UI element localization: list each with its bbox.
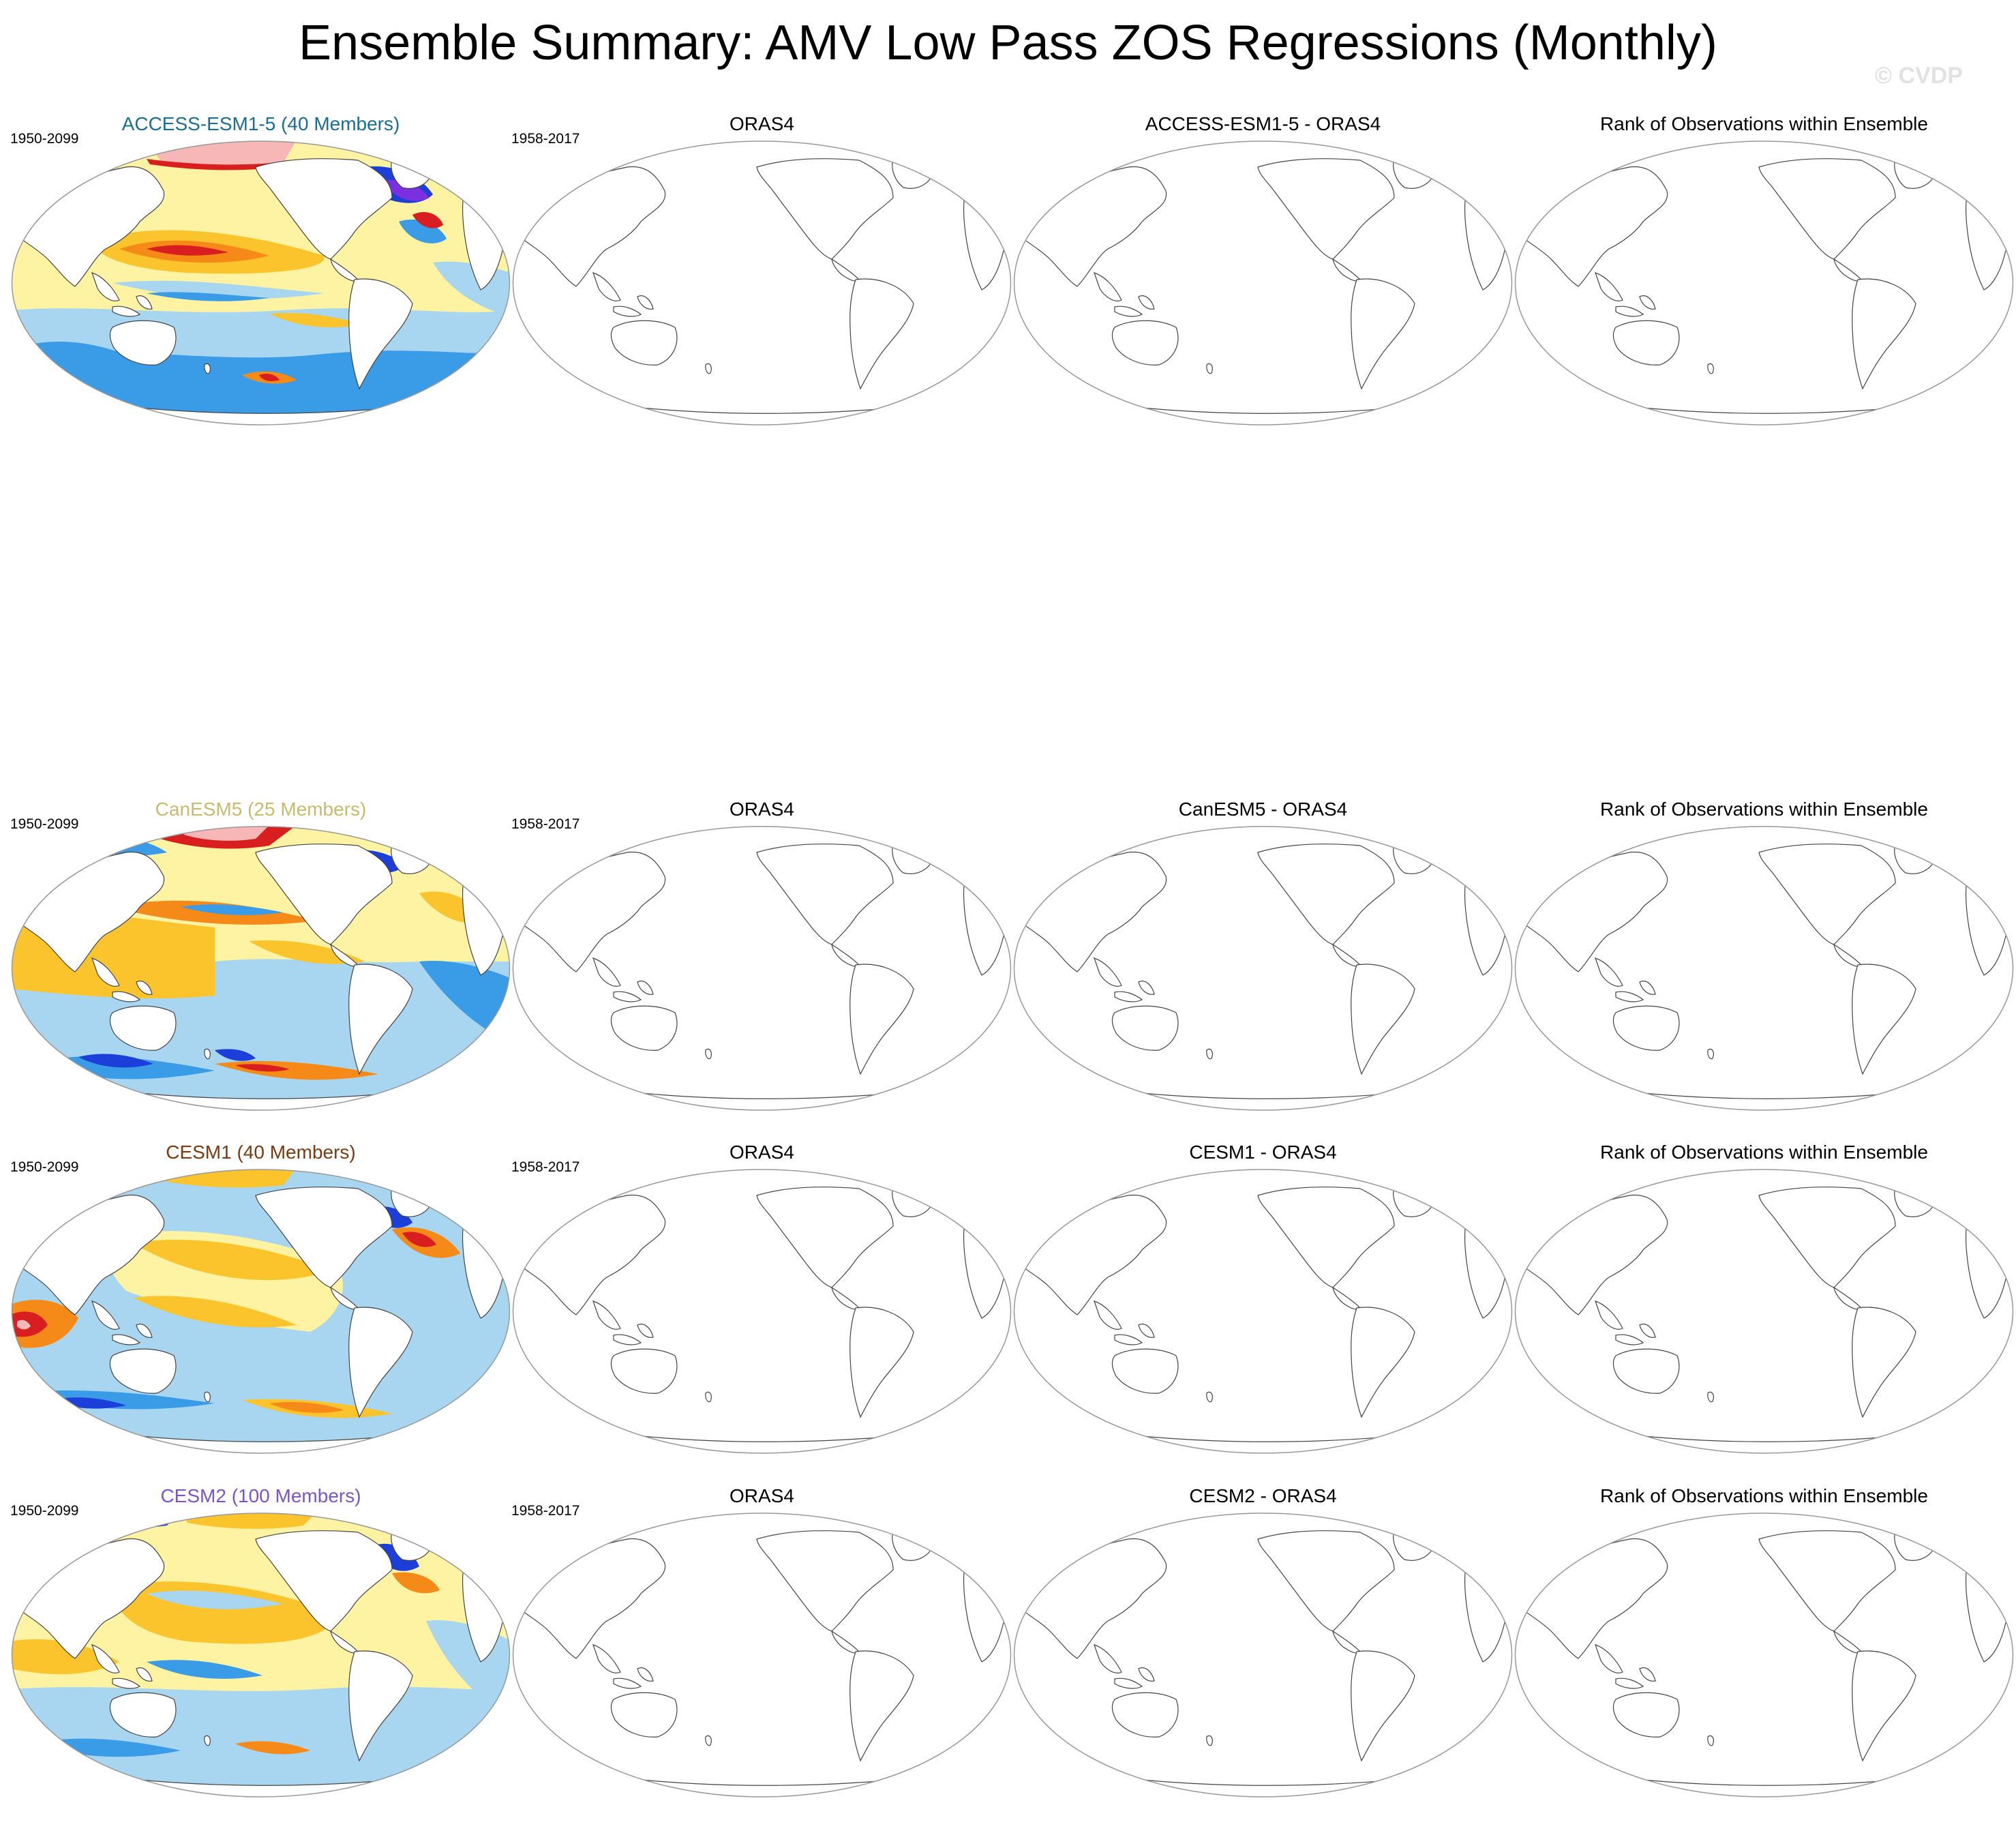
diff-panel-title: ACCESS-ESM1-5 - ORAS4 <box>1145 113 1381 134</box>
model-panel-title: CanESM5 (25 Members) <box>155 799 367 820</box>
obs-panel-row1: ORAS4 1958-2017 <box>511 113 1012 426</box>
rank-panel-row2: Rank of Observations within Ensemble <box>1514 798 2015 1112</box>
diff-panel-row3: CESM1 - ORAS4 <box>1012 1141 1514 1455</box>
obs-map <box>512 826 1012 1111</box>
obs-panel-title: ORAS4 <box>729 1485 794 1506</box>
difference-map <box>1013 140 1513 426</box>
model-panel-title: ACCESS-ESM1-5 (40 Members) <box>121 113 400 134</box>
model-regression-map <box>11 140 511 426</box>
difference-map <box>1013 826 1513 1111</box>
model-panel-row4: CESM2 (100 Members) 1950-2099 <box>10 1485 511 1798</box>
model-period-label: 1950-2099 <box>10 1159 79 1175</box>
model-period-label: 1950-2099 <box>10 816 79 832</box>
obs-period-label: 1958-2017 <box>511 1159 580 1175</box>
cvdp-watermark: © CVDP <box>1875 63 1963 89</box>
model-regression-map <box>11 826 511 1111</box>
rank-panel-title: Rank of Observations within Ensemble <box>1600 113 1928 134</box>
obs-map <box>512 140 1012 426</box>
rank-map <box>1514 140 2014 426</box>
model-panel-row2: CanESM5 (25 Members) 1950-2099 <box>10 798 511 1112</box>
model-regression-map <box>11 1169 511 1454</box>
obs-period-label: 1958-2017 <box>511 816 580 832</box>
diff-panel-row4: CESM2 - ORAS4 <box>1012 1485 1514 1798</box>
diff-panel-title: CESM2 - ORAS4 <box>1189 1485 1337 1506</box>
model-period-label: 1950-2099 <box>10 1503 79 1519</box>
model-panel-row1: ACCESS-ESM1-5 (40 Members) 1950-2099 <box>10 113 511 426</box>
obs-panel-title: ORAS4 <box>729 799 794 820</box>
rank-panel-title: Rank of Observations within Ensemble <box>1600 799 1928 820</box>
diff-panel-row1: ACCESS-ESM1-5 - ORAS4 <box>1012 113 1514 426</box>
rank-map <box>1514 1169 2014 1454</box>
diff-panel-title: CanESM5 - ORAS4 <box>1178 799 1348 820</box>
model-period-label: 1950-2099 <box>10 131 79 147</box>
page-title: Ensemble Summary: AMV Low Pass ZOS Regre… <box>299 16 1717 70</box>
rank-panel-row4: Rank of Observations within Ensemble <box>1514 1485 2015 1798</box>
diff-panel-title: CESM1 - ORAS4 <box>1189 1142 1337 1163</box>
obs-panel-title: ORAS4 <box>729 1142 794 1163</box>
obs-map <box>512 1169 1012 1454</box>
diff-panel-row2: CanESM5 - ORAS4 <box>1012 798 1514 1112</box>
model-panel-row3: CESM1 (40 Members) 1950-2099 <box>10 1141 511 1455</box>
rank-panel-title: Rank of Observations within Ensemble <box>1600 1485 1928 1506</box>
model-regression-map <box>11 1512 511 1798</box>
difference-map <box>1013 1512 1513 1798</box>
obs-map <box>512 1512 1012 1798</box>
model-panel-title: CESM2 (100 Members) <box>160 1485 361 1506</box>
obs-panel-row4: ORAS4 1958-2017 <box>511 1485 1012 1798</box>
obs-panel-row3: ORAS4 1958-2017 <box>511 1141 1012 1455</box>
rank-map <box>1514 826 2014 1111</box>
rank-panel-row1: Rank of Observations within Ensemble <box>1514 113 2015 426</box>
rank-map <box>1514 1512 2014 1798</box>
rank-panel-title: Rank of Observations within Ensemble <box>1600 1142 1928 1163</box>
obs-panel-title: ORAS4 <box>729 113 794 134</box>
obs-period-label: 1958-2017 <box>511 131 580 147</box>
difference-map <box>1013 1169 1513 1454</box>
rank-panel-row3: Rank of Observations within Ensemble <box>1514 1141 2015 1455</box>
obs-panel-row2: ORAS4 1958-2017 <box>511 798 1012 1112</box>
obs-period-label: 1958-2017 <box>511 1503 580 1519</box>
model-panel-title: CESM1 (40 Members) <box>166 1142 356 1163</box>
